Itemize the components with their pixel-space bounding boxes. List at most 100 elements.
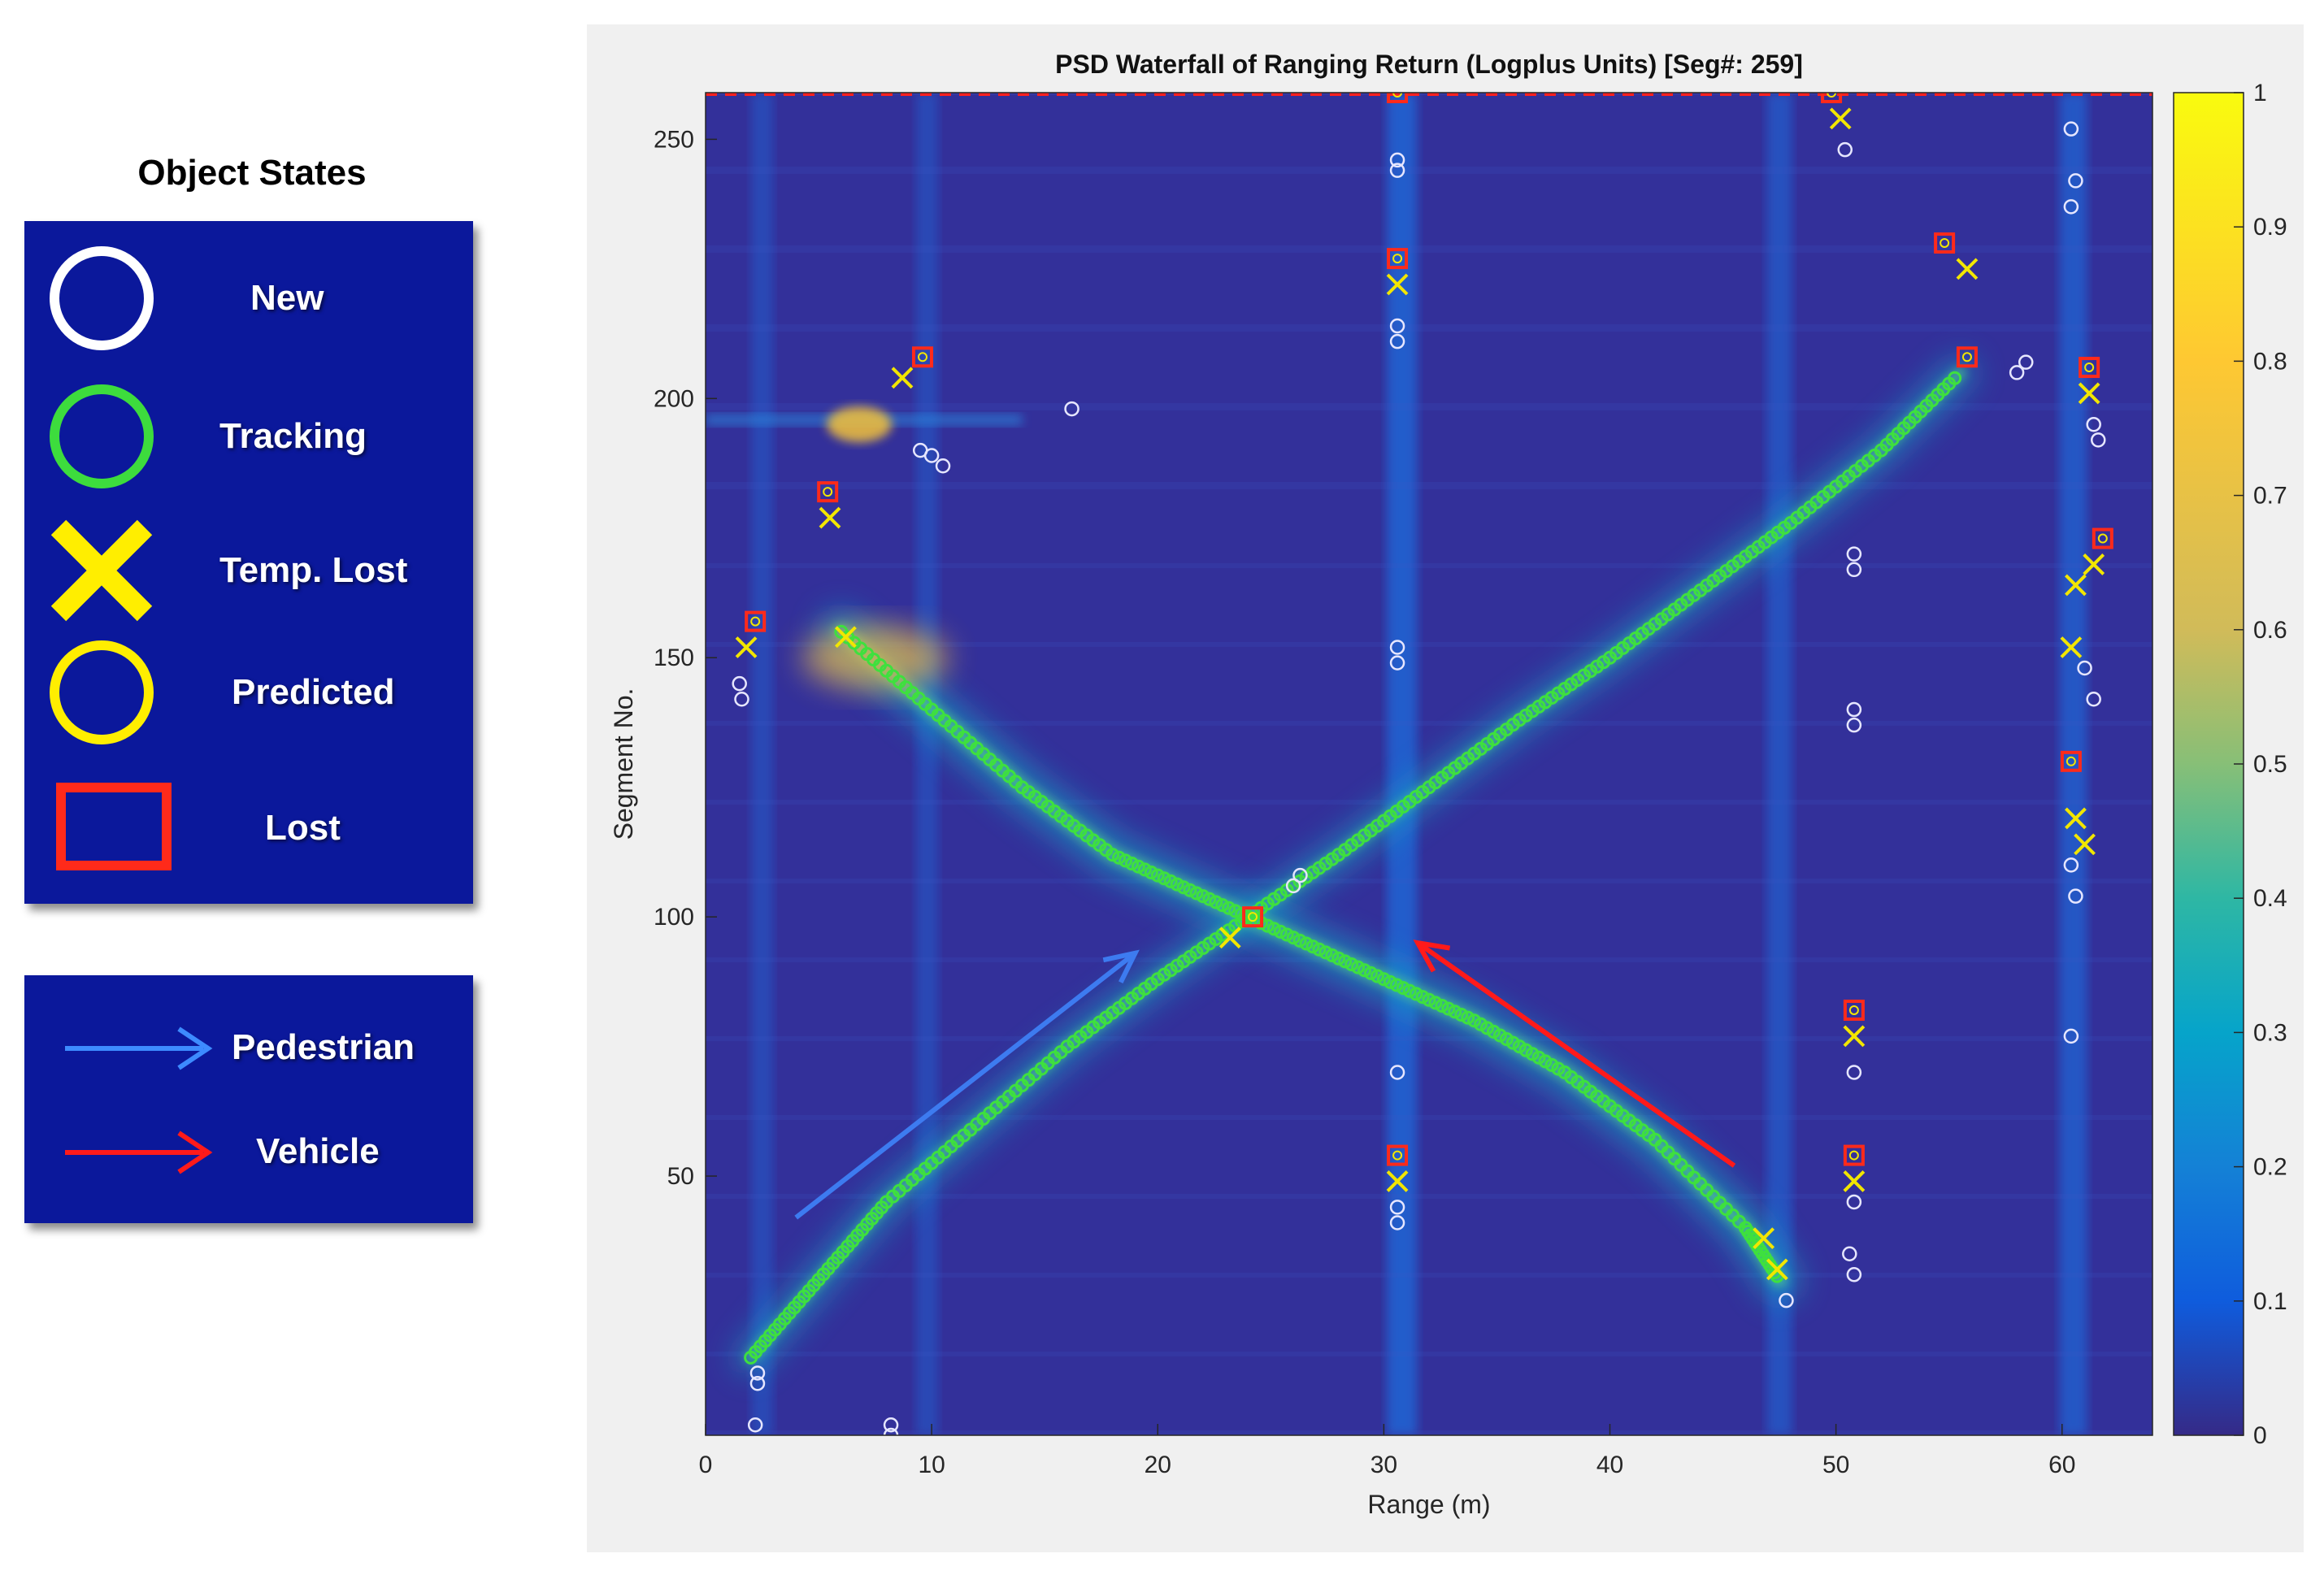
- new-marker: [2068, 173, 2083, 189]
- arrow-head: [1102, 949, 1140, 984]
- tracking-marker: [1119, 853, 1133, 868]
- figure-panel: PSD Waterfall of Ranging Return (Logplus…: [587, 24, 2304, 1552]
- tracking-marker: [1163, 874, 1178, 888]
- tracking-marker: [1215, 898, 1230, 913]
- colorbar-tick-label: 0.8: [2253, 348, 2287, 375]
- tracking-marker: [1202, 892, 1217, 906]
- plot-frame: [705, 92, 2153, 1436]
- tracking-marker: [1363, 966, 1378, 980]
- tracking-marker: [1189, 886, 1204, 901]
- legend-label-lost: Lost: [265, 808, 341, 848]
- tracking-marker: [1196, 889, 1210, 904]
- new-marker: [2068, 888, 2083, 904]
- tracking-marker: [1106, 848, 1120, 862]
- tracking-marker: [1402, 983, 1417, 998]
- lost-marker: [1956, 346, 1978, 368]
- temp-lost-marker: [891, 367, 914, 389]
- predicted-marker: [1961, 352, 1972, 362]
- y-tick-label: 200: [654, 385, 694, 412]
- tracking-marker: [1948, 371, 1962, 385]
- new-marker: [2086, 416, 2101, 432]
- legend-label-vehicle: Vehicle: [256, 1131, 380, 1171]
- predicted-marker: [1392, 1150, 1403, 1161]
- tracking-marker: [1157, 871, 1171, 886]
- colorbar-tick-label: 0.2: [2253, 1154, 2287, 1181]
- plot-area: [706, 93, 2152, 1435]
- noise-streak: [706, 1036, 2152, 1039]
- tracking-marker: [1273, 924, 1288, 939]
- lost-marker: [912, 346, 933, 368]
- temp-lost-marker: [1753, 1227, 1775, 1250]
- noise-streak: [706, 1430, 2152, 1433]
- y-tick-label: 250: [654, 126, 694, 153]
- tracking-marker: [1325, 948, 1340, 963]
- predicted-marker: [823, 487, 833, 497]
- new-marker: [1842, 1246, 1857, 1262]
- colorbar-tick-label: 0.6: [2253, 617, 2287, 644]
- new-marker: [1779, 1292, 1794, 1308]
- noise-streak: [706, 327, 2152, 329]
- white-circle-icon: [50, 246, 154, 350]
- new-marker: [2063, 1028, 2079, 1044]
- legend-row-vehicle: Vehicle: [24, 1112, 473, 1193]
- lost-marker: [2060, 750, 2082, 772]
- new-marker: [1285, 878, 1301, 894]
- yellow-x-icon: [50, 519, 153, 622]
- noise-streak: [706, 1275, 2152, 1278]
- new-marker: [1389, 655, 1405, 670]
- noise-streak: [706, 1352, 2152, 1354]
- predicted-marker: [1248, 912, 1258, 922]
- clutter-band-3: [916, 93, 938, 1435]
- tracking-marker: [1409, 987, 1423, 1001]
- predicted-marker: [1827, 93, 1837, 98]
- new-marker: [2063, 121, 2079, 137]
- tracking-marker: [1124, 857, 1139, 871]
- tracking-marker: [1415, 990, 1430, 1005]
- tracking-marker: [1170, 877, 1184, 892]
- tracking-marker: [1150, 868, 1165, 883]
- legend-label-predicted: Predicted: [232, 672, 395, 712]
- noise-streak: [706, 642, 2152, 644]
- noise-streak: [706, 566, 2152, 568]
- new-marker: [1389, 333, 1405, 349]
- lost-marker: [1242, 906, 1264, 928]
- new-marker: [2009, 365, 2025, 380]
- legend-label-temp-lost: Temp. Lost: [219, 550, 408, 590]
- tracking-marker: [1144, 865, 1158, 879]
- clutter-band-4: [751, 93, 773, 1435]
- temp-lost-marker: [1386, 1170, 1409, 1192]
- noise-streak: [706, 1117, 2152, 1120]
- legend-label-tracking: Tracking: [219, 416, 367, 456]
- predicted-marker: [2066, 756, 2076, 766]
- colorbar-tick-label: 0.5: [2253, 751, 2287, 778]
- new-marker: [1846, 701, 1862, 718]
- vehicle-arrow: [1413, 940, 1736, 1168]
- object-types-legend: Pedestrian Vehicle: [24, 975, 473, 1223]
- temp-lost-marker: [819, 506, 841, 529]
- red-arrow-icon: [65, 1131, 213, 1174]
- chart-title: PSD Waterfall of Ranging Return (Logplus…: [1055, 50, 1803, 79]
- noise-streak: [706, 881, 2152, 883]
- noise-streak: [706, 171, 2152, 174]
- temp-lost-marker: [835, 626, 857, 649]
- lost-marker: [1387, 1144, 1409, 1166]
- temp-lost-marker: [1218, 927, 1241, 949]
- legend-row-temp-lost: Temp. Lost: [24, 510, 473, 631]
- tracking-marker: [1338, 954, 1353, 969]
- tracking-marker: [1441, 1001, 1456, 1016]
- new-marker: [2063, 857, 2079, 873]
- new-marker: [1389, 318, 1405, 334]
- object-states-legend: New Tracking Temp. Lost Predicted Lost: [24, 221, 473, 904]
- tracking-marker: [1461, 1010, 1475, 1025]
- temp-lost-marker: [1766, 1258, 1788, 1281]
- tracking-marker: [1209, 895, 1223, 909]
- noise-streak: [706, 1273, 2152, 1275]
- new-marker: [2018, 354, 2034, 370]
- x-tick-label: 20: [1145, 1452, 1171, 1478]
- noise-streak: [706, 879, 2152, 881]
- colorbar-tick-label: 1: [2253, 80, 2267, 106]
- tracking-marker: [1428, 996, 1443, 1010]
- new-marker: [883, 1427, 899, 1435]
- lost-marker: [1387, 93, 1409, 103]
- predicted-marker: [1848, 1150, 1859, 1161]
